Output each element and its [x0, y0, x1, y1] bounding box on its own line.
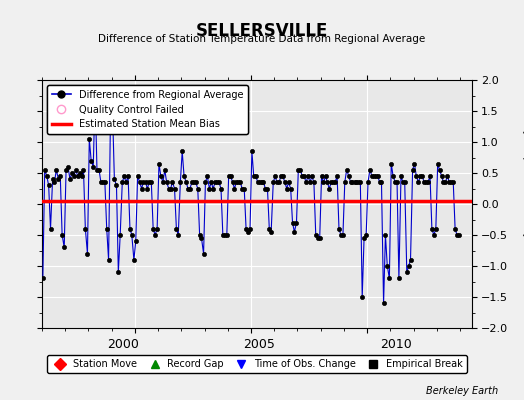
- Text: Berkeley Earth: Berkeley Earth: [425, 386, 498, 396]
- Text: SELLERSVILLE: SELLERSVILLE: [196, 22, 328, 40]
- Text: Difference of Station Temperature Data from Regional Average: Difference of Station Temperature Data f…: [99, 34, 425, 44]
- Y-axis label: Monthly Temperature Anomaly Difference (°C): Monthly Temperature Anomaly Difference (…: [522, 99, 524, 309]
- Legend: Station Move, Record Gap, Time of Obs. Change, Empirical Break: Station Move, Record Gap, Time of Obs. C…: [47, 355, 467, 373]
- Text: 2000: 2000: [107, 338, 139, 351]
- Text: 2010: 2010: [380, 338, 411, 351]
- Text: 2005: 2005: [244, 338, 275, 351]
- Legend: Difference from Regional Average, Quality Control Failed, Estimated Station Mean: Difference from Regional Average, Qualit…: [47, 85, 248, 134]
